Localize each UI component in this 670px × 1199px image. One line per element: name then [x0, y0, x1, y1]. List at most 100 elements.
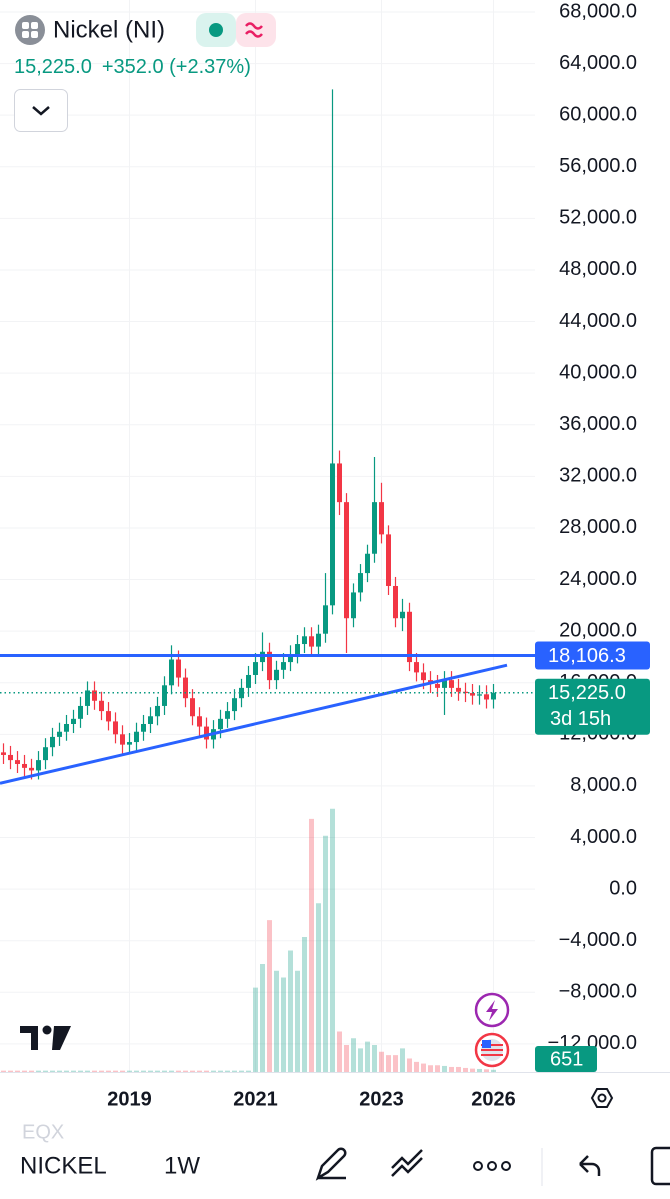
volume-bar	[386, 1055, 391, 1072]
candle-body	[456, 687, 461, 692]
volume-bar	[477, 1068, 482, 1072]
candle-body	[127, 742, 132, 745]
dot	[501, 1161, 511, 1171]
volume-bar	[71, 1070, 76, 1072]
volume-bar	[428, 1065, 433, 1072]
volume-bar	[29, 1070, 34, 1072]
candle-body	[295, 644, 300, 655]
header: Nickel (NI) 15,225.0 +352.0 (+2.37%)	[14, 13, 276, 132]
y-tick-label: 24,000.0	[559, 568, 637, 590]
candle-body	[351, 592, 356, 619]
y-tick-label: 60,000.0	[559, 103, 637, 125]
volume-pane	[1, 808, 496, 1072]
undo-icon[interactable]	[579, 1155, 601, 1176]
candle-body	[92, 690, 97, 701]
y-tick-label: 52,000.0	[559, 207, 637, 229]
volume-bar	[1, 1070, 6, 1072]
last-price-label: 15,225.0	[548, 682, 626, 704]
icon-part	[31, 31, 38, 38]
candle-body	[239, 687, 244, 699]
volume-bar	[323, 835, 328, 1072]
collapse-button[interactable]	[14, 89, 68, 132]
bottom-toolbar: EQX NICKEL 1W	[20, 1121, 670, 1186]
drawings	[0, 654, 535, 785]
candle-body	[323, 605, 328, 634]
candle-body	[253, 662, 258, 675]
indicators-icon[interactable]	[391, 1149, 423, 1177]
candle-body	[365, 553, 370, 574]
candle-body	[232, 698, 237, 712]
draw-tool-icon[interactable]	[315, 1147, 347, 1181]
volume-bar	[309, 818, 314, 1072]
candle-body	[176, 659, 181, 678]
volume-bar	[470, 1068, 475, 1072]
delay-icon	[245, 22, 263, 38]
volume-bar	[148, 1070, 153, 1072]
logo-part	[52, 1026, 71, 1050]
volume-bar	[8, 1070, 13, 1072]
volume-bar	[225, 1070, 230, 1072]
candle-body	[330, 463, 335, 606]
volume-bar	[43, 1070, 48, 1072]
volume-bar	[92, 1070, 97, 1072]
candle-body	[414, 662, 419, 673]
volume-bar	[120, 1070, 125, 1072]
candle-body	[435, 684, 440, 688]
volume-bar	[344, 1045, 349, 1072]
settings-dot	[597, 1093, 607, 1103]
volume-bar	[267, 920, 272, 1072]
volume-bar	[491, 1069, 496, 1072]
volume-bar	[162, 1070, 167, 1072]
volume-bar	[442, 1065, 447, 1072]
candle-body	[491, 692, 496, 700]
exchange-label: EQX	[22, 1121, 64, 1143]
countdown-label: 3d 15h	[550, 708, 611, 730]
symbol-title[interactable]: Nickel (NI)	[53, 16, 165, 43]
events-icons	[474, 992, 510, 1068]
candle-body	[379, 502, 384, 535]
settings-icon[interactable]	[590, 1088, 614, 1108]
fullscreen-icon[interactable]	[650, 1146, 670, 1186]
candle-body	[22, 763, 27, 768]
y-tick-label: 48,000.0	[559, 258, 637, 280]
volume-bar	[393, 1055, 398, 1072]
candle-body	[29, 767, 34, 771]
candle-body	[393, 585, 398, 619]
interval-button[interactable]: 1W	[164, 1152, 200, 1179]
symbol-button[interactable]: NICKEL	[20, 1152, 107, 1179]
candle-body	[106, 711, 111, 722]
chevron	[32, 106, 50, 116]
symbol-icon[interactable]	[15, 15, 45, 45]
volume-bar	[253, 987, 258, 1072]
volume-bar	[169, 1070, 174, 1072]
grid	[0, 0, 535, 1072]
volume-bar	[106, 1070, 111, 1072]
volume-bar	[365, 1041, 370, 1072]
volume-bar	[155, 1070, 160, 1072]
volume-bar	[316, 903, 321, 1072]
y-tick-label: 4,000.0	[570, 826, 637, 848]
candle-body	[141, 723, 146, 732]
more-button[interactable]	[473, 1161, 511, 1171]
volume-bar	[218, 1070, 223, 1072]
horizontal-line-tag	[535, 641, 650, 670]
y-tick-label: 20,000.0	[559, 619, 637, 641]
y-tick-label: 44,000.0	[559, 310, 637, 332]
icon-part	[22, 22, 29, 29]
candle-body	[225, 711, 230, 719]
logo-part	[42, 1025, 52, 1035]
delay-chip[interactable]	[236, 13, 276, 47]
candle-body	[386, 534, 391, 586]
candle-body	[218, 718, 223, 730]
last-price: 15,225.0	[14, 56, 92, 78]
candle-body	[274, 669, 279, 681]
price-tags: 18,106.3 15,225.0 3d 15h 651	[535, 641, 650, 1072]
volume-bar	[463, 1067, 468, 1072]
candle-body	[372, 502, 377, 554]
candle-body	[302, 636, 307, 645]
x-tick-label: 2021	[233, 1088, 278, 1110]
y-tick-label: −8,000.0	[559, 981, 637, 1003]
volume-bar	[134, 1070, 139, 1072]
volume-bar	[85, 1070, 90, 1072]
